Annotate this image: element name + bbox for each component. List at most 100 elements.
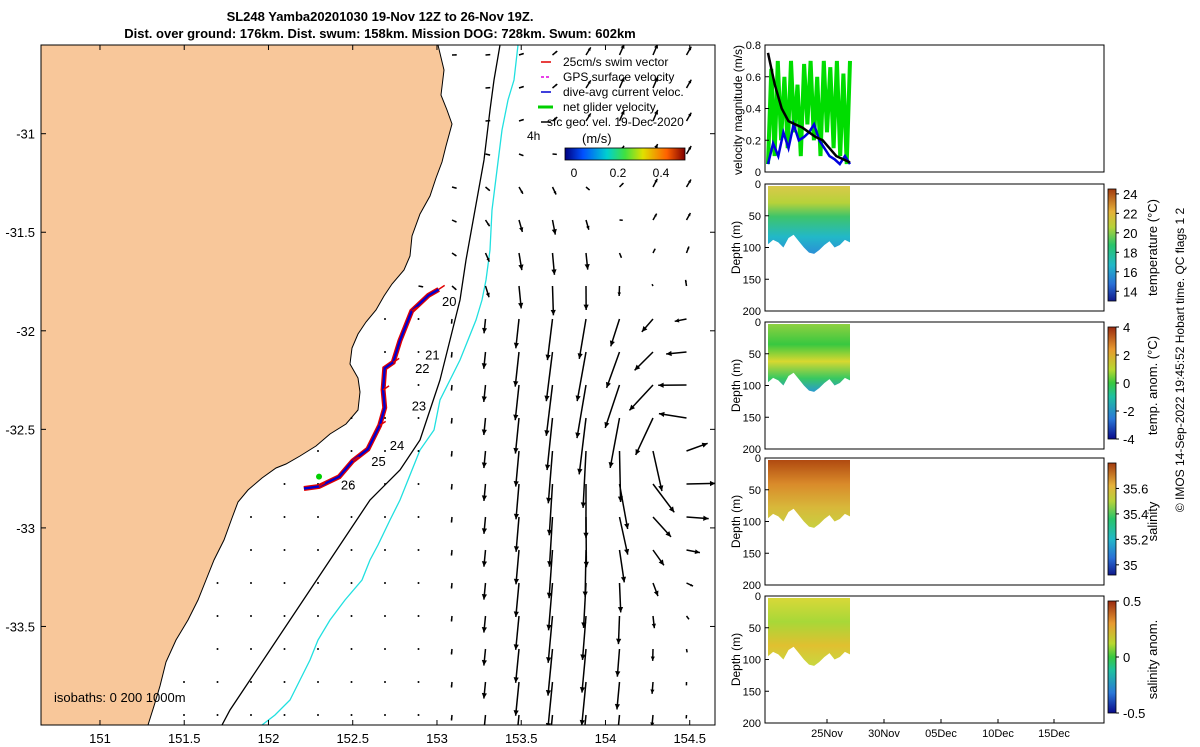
colorbar-tick-label: -4 bbox=[1123, 432, 1135, 447]
section-y-tick-label: 200 bbox=[743, 580, 761, 592]
map-x-tick-label: 151 bbox=[89, 731, 111, 746]
vector-dot bbox=[183, 681, 185, 683]
vector-dot bbox=[216, 714, 219, 716]
land-mass bbox=[41, 45, 453, 725]
vector-arrow bbox=[548, 516, 554, 567]
colorbar-tick-label: 0 bbox=[1123, 376, 1130, 391]
vector-arrowhead bbox=[513, 342, 519, 349]
vector-arrow bbox=[483, 714, 487, 725]
map-y-tick-label: -31.5 bbox=[5, 225, 35, 240]
vector-arrow bbox=[547, 582, 554, 631]
section-x-tick-label: 05Dec bbox=[925, 728, 957, 740]
vector-arrowhead bbox=[616, 638, 622, 645]
vector-dot bbox=[384, 648, 386, 650]
vector-arrowhead bbox=[513, 578, 520, 585]
vector-dot bbox=[250, 681, 252, 683]
vector-arrowhead bbox=[450, 685, 453, 688]
section-y-label: Depth (m) bbox=[729, 633, 743, 686]
vector-dot bbox=[250, 549, 252, 551]
vector-arrowhead bbox=[579, 686, 586, 693]
vector-arrowhead bbox=[687, 617, 689, 620]
vector-arrow bbox=[547, 450, 554, 504]
velocity-y-tick-label: 0 bbox=[755, 167, 761, 179]
vector-dot bbox=[384, 615, 386, 617]
vector-arrow bbox=[628, 384, 654, 411]
vector-arrowhead bbox=[481, 396, 487, 402]
vector-arrowhead bbox=[654, 213, 657, 217]
vector-arrowhead bbox=[629, 404, 636, 411]
velocity-y-tick-label: 0.4 bbox=[746, 104, 761, 116]
vector-dot bbox=[384, 582, 386, 584]
vector-dot bbox=[384, 318, 386, 320]
swim-vector-mark bbox=[411, 306, 419, 312]
credit-text: © IMOS 14-Sep-2022 19:45:52 Hobart time.… bbox=[1173, 207, 1187, 513]
vector-arrowhead bbox=[654, 109, 658, 115]
section-data-field bbox=[768, 598, 850, 666]
vector-dot bbox=[283, 582, 286, 584]
vector-arrow bbox=[576, 384, 587, 439]
velocity-series-0 bbox=[766, 60, 852, 165]
vector-dot bbox=[350, 681, 353, 683]
isobath-200m bbox=[221, 45, 501, 725]
vector-dot bbox=[350, 714, 353, 716]
vector-arrowhead bbox=[481, 561, 488, 567]
vector-dot bbox=[417, 483, 420, 485]
vector-arrowhead bbox=[455, 54, 457, 56]
vector-arrowhead bbox=[513, 710, 519, 716]
map-y-tick-label: -32.5 bbox=[5, 422, 35, 437]
velocity-y-axis: 0 0.2 0.4 0.6 0.8 bbox=[746, 40, 769, 179]
vector-arrowhead bbox=[620, 110, 625, 115]
swim-vector-mark bbox=[392, 357, 400, 363]
legend-swim-label: 25cm/s swim vector bbox=[563, 55, 668, 69]
vector-arrowhead bbox=[684, 279, 687, 283]
section-y-tick-label: 150 bbox=[743, 686, 761, 698]
vector-dot bbox=[317, 714, 319, 716]
colorbar-tick-2: 0.4 bbox=[653, 166, 670, 180]
vector-arrowhead bbox=[450, 718, 453, 721]
day-label: 24 bbox=[390, 438, 404, 453]
section-colorbar bbox=[1107, 600, 1117, 714]
vector-arrowhead bbox=[519, 227, 524, 232]
vector-arrowhead bbox=[485, 292, 490, 298]
vector-dot bbox=[384, 483, 386, 485]
vector-arrowhead bbox=[651, 623, 656, 629]
vector-dot bbox=[417, 516, 420, 518]
vector-dot bbox=[317, 582, 319, 584]
vector-arrow bbox=[514, 681, 520, 716]
vector-arrowhead bbox=[555, 153, 557, 156]
vector-arrow bbox=[618, 450, 622, 503]
vector-arrow bbox=[604, 384, 621, 429]
vector-arrowhead bbox=[513, 677, 519, 683]
section-y-tick-label: 150 bbox=[743, 274, 761, 286]
vector-arrow bbox=[581, 615, 587, 661]
vector-dot bbox=[283, 516, 286, 518]
vector-arrowhead bbox=[421, 285, 424, 288]
vector-arrow bbox=[605, 351, 621, 389]
vector-arrowhead bbox=[624, 523, 630, 530]
day-label: 25 bbox=[371, 454, 385, 469]
colorbar-tick-label: 0.5 bbox=[1123, 594, 1141, 609]
vector-arrowhead bbox=[654, 178, 658, 183]
vector-arrowhead bbox=[674, 318, 680, 323]
vector-arrowhead bbox=[587, 113, 591, 117]
vector-arrowhead bbox=[487, 188, 490, 191]
vector-arrowhead bbox=[688, 112, 692, 117]
section-panel-3: 0 50 100 150 200 Depth (m) 35.6 35.4 35.2 35 salin… bbox=[729, 453, 1160, 592]
map-x-axis: 151 151.5 152 152.5 153 153.5 154 154.5 bbox=[89, 45, 706, 746]
vector-arrowhead bbox=[546, 592, 553, 599]
section-x-tick-label: 25Nov bbox=[811, 728, 843, 740]
vector-arrow bbox=[514, 450, 520, 487]
vector-arrowhead bbox=[450, 652, 453, 655]
vector-arrowhead bbox=[481, 626, 487, 633]
vector-arrowhead bbox=[635, 448, 641, 455]
legend-gps-label: GPS surface velocity bbox=[563, 70, 674, 84]
vector-arrowhead bbox=[546, 624, 552, 631]
vector-dot bbox=[216, 582, 219, 584]
vector-dot bbox=[417, 714, 420, 716]
colorbar-tick-label: 24 bbox=[1123, 187, 1137, 202]
map-legend: 25cm/s swim vector GPS surface velocity … bbox=[527, 55, 686, 180]
vector-dot bbox=[317, 549, 319, 551]
